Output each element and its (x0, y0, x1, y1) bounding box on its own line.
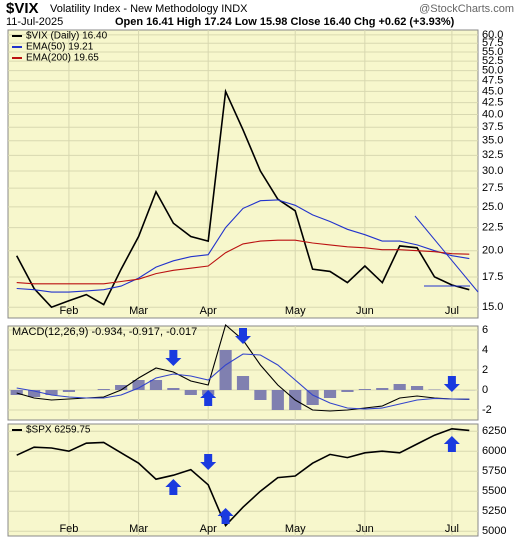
x-tick-label: Mar (129, 305, 148, 317)
annotation-arrow (443, 436, 460, 452)
histogram-bar (184, 390, 197, 395)
y-tick-label: 5750 (482, 465, 506, 477)
y-tick-label: 42.5 (482, 97, 503, 109)
y-tick-label: 35.0 (482, 135, 503, 147)
histogram-bar (410, 386, 424, 390)
y-tick-label: 27.5 (482, 182, 503, 194)
plot-area (7, 423, 479, 537)
y-tick-label: 22.5 (482, 221, 503, 233)
quote: Open 16.41 High 17.24 Low 15.98 Close 16… (115, 16, 455, 28)
y-tick-label: 20.0 (482, 245, 503, 257)
annotation-arrow (443, 376, 460, 392)
x-tick-label: Jun (356, 523, 374, 535)
histogram-bar (45, 390, 58, 395)
histogram-bar (149, 380, 163, 390)
histogram-bar (97, 389, 110, 390)
histogram-bar (62, 390, 76, 392)
y-tick-label: 6250 (482, 425, 506, 437)
y-tick-label: 5000 (482, 525, 506, 537)
y-tick-label: 15.0 (482, 301, 503, 313)
series-line (16, 239, 470, 285)
trendline (414, 215, 479, 293)
x-tick-label: Apr (200, 523, 217, 535)
y-tick-label: 32.5 (482, 149, 503, 161)
y-tick-label: 40.0 (482, 108, 503, 120)
annotation-arrow (200, 454, 217, 470)
x-tick-label: Jul (445, 305, 459, 317)
y-tick-label: 17.5 (482, 271, 503, 283)
y-tick-label: 5250 (482, 505, 506, 517)
histogram-bar (341, 390, 354, 392)
annotation-arrow (200, 390, 217, 406)
series-line (16, 199, 470, 293)
x-tick-label: Feb (59, 523, 78, 535)
histogram-bar (271, 390, 284, 410)
x-tick-label: Mar (129, 523, 148, 535)
histogram-bar (132, 380, 145, 390)
date: 11-Jul-2025 (6, 16, 63, 28)
source: @StockCharts.com (419, 3, 514, 15)
y-tick-label: 57.5 (482, 37, 503, 49)
histogram-bar (236, 376, 250, 390)
x-tick-label: May (285, 523, 306, 535)
y-tick-label: 47.5 (482, 75, 503, 87)
y-tick-label: 4 (482, 344, 488, 356)
series-line (16, 427, 470, 528)
series-line (16, 353, 470, 410)
x-tick-label: Jul (445, 523, 459, 535)
y-tick-label: 2 (482, 364, 488, 376)
y-tick-label: 30.0 (482, 165, 503, 177)
annotation-arrow (217, 508, 234, 524)
histogram-bar (306, 390, 319, 405)
annotation-arrow (235, 328, 251, 344)
y-tick-label: 0 (482, 384, 488, 396)
legend-label: $SPX 6259.75 (26, 425, 91, 436)
y-tick-label: -2 (482, 404, 492, 416)
y-tick-label: 25.0 (482, 201, 503, 213)
histogram-bar (115, 385, 128, 390)
y-tick-label: 37.5 (482, 121, 503, 133)
x-tick-label: Feb (59, 305, 78, 317)
histogram-bar (28, 390, 41, 397)
x-tick-label: Jun (356, 305, 374, 317)
legend-label: $VIX (Daily) 16.40 (26, 31, 108, 42)
histogram-bar (219, 350, 232, 390)
annotation-arrow (165, 350, 182, 366)
histogram-bar (428, 389, 441, 390)
x-tick-label: May (285, 305, 306, 317)
chart-title: $VIX (6, 0, 39, 17)
y-tick-label: 50.0 (482, 65, 503, 77)
histogram-bar (10, 390, 23, 395)
histogram-bar (376, 388, 389, 390)
histogram-bar (393, 384, 406, 390)
chart-subtitle: Volatility Index - New Methodology INDX (50, 3, 248, 15)
histogram-bar (167, 388, 180, 390)
y-tick-label: 5500 (482, 485, 506, 497)
annotation-arrow (165, 479, 182, 495)
series-line (15, 88, 470, 309)
y-tick-label: 60.0 (482, 29, 503, 41)
y-tick-label: 52.5 (482, 55, 503, 67)
y-tick-label: 6000 (482, 445, 506, 457)
legend-label: EMA(50) 19.21 (26, 42, 94, 53)
plot-area (7, 29, 479, 319)
legend-label: EMA(200) 19.65 (26, 53, 99, 64)
x-tick-label: Apr (200, 305, 217, 317)
histogram-bar (323, 390, 337, 398)
y-tick-label: 6 (482, 324, 488, 336)
panel-title: MACD(12,26,9) -0.934, -0.917, -0.017 (12, 326, 197, 338)
histogram-bar (254, 390, 267, 400)
y-tick-label: 55.0 (482, 46, 503, 58)
histogram-bar (358, 389, 371, 390)
y-tick-label: 45.0 (482, 85, 503, 97)
